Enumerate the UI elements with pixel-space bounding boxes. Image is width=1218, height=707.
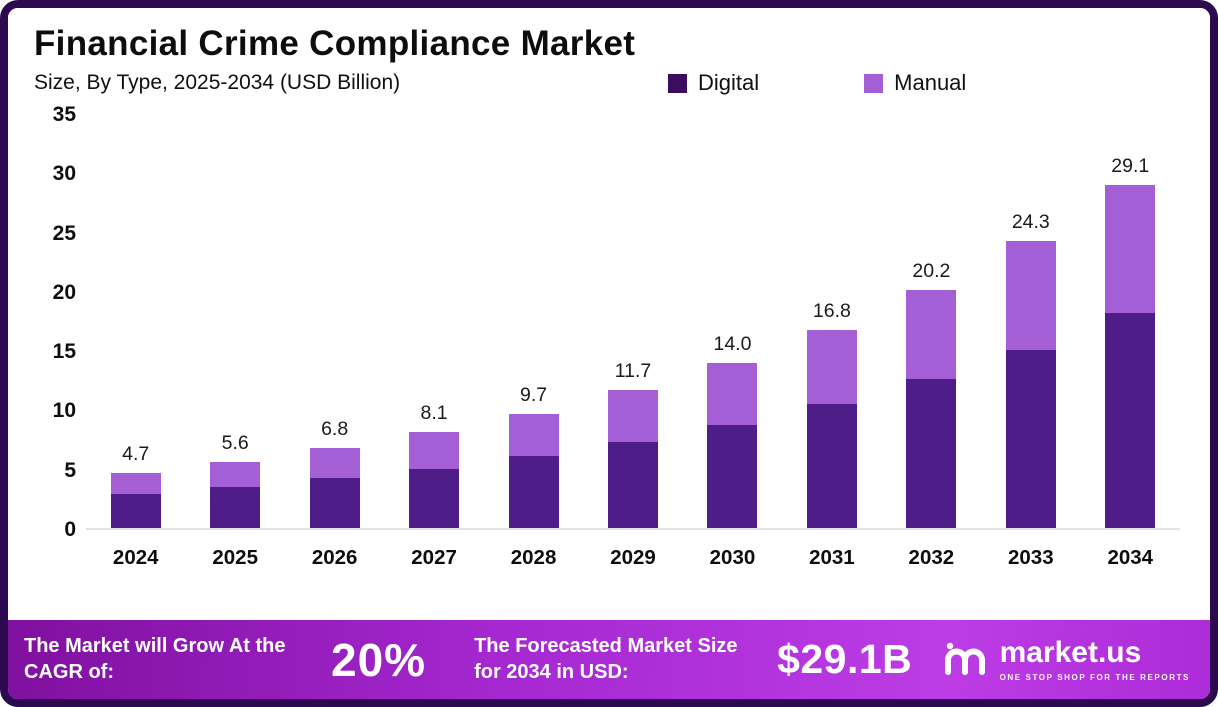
bar-total-label-2027: 8.1 [420,402,448,425]
bar-segment-digital-2033 [1005,349,1056,528]
bar-segment-manual-2030 [707,362,758,426]
y-tick-25: 25 [52,221,76,245]
bar-total-label-2025: 5.6 [221,431,249,454]
bar-column-2029: 11.7 [583,115,682,528]
chart-section: Financial Crime Compliance Market Size, … [8,8,1210,620]
x-axis-label-2028: 2028 [510,546,557,569]
brand-tagline: ONE STOP SHOP FOR THE REPORTS [999,672,1190,682]
bar-segment-manual-2028 [508,413,559,457]
bar-column-2031: 16.8 [782,115,881,528]
bar-column-2030: 14.0 [683,115,782,528]
bar-total-label-2026: 6.8 [321,417,349,440]
y-tick-30: 30 [52,162,76,186]
bar-total-label-2029: 11.7 [614,359,652,382]
brand-text: market.us ONE STOP SHOP FOR THE REPORTS [999,635,1190,682]
x-axis-label-2029: 2029 [610,546,656,569]
bar-column-2032: 20.2 [882,115,981,528]
bar-column-2028: 9.7 [484,115,583,528]
bar-segment-manual-2026 [309,447,360,479]
bar-segment-digital-2026 [309,478,360,528]
x-axis-label-2025: 2025 [212,546,258,569]
bar-segment-manual-2032 [906,289,957,380]
legend: Digital Manual [668,70,966,96]
cagr-value: 20% [331,633,427,686]
bar-segment-digital-2027 [409,469,460,528]
bar-segment-manual-2033 [1005,241,1056,350]
bar-total-label-2024: 4.7 [122,442,150,465]
bar-total-label-2031: 16.8 [812,299,851,322]
y-tick-0: 0 [64,518,76,541]
market-us-logo-icon [942,634,988,685]
bar-total-label-2028: 9.7 [519,383,548,406]
x-axis-label-2032: 2032 [908,546,955,569]
x-axis-label-2024: 2024 [112,546,159,569]
bar-column-2027: 8.1 [384,115,483,528]
bar-segment-digital-2029 [607,441,658,528]
y-tick-5: 5 [64,458,76,482]
page-subtitle: Size, By Type, 2025-2034 (USD Billion) [34,71,401,94]
bar-column-2033: 24.3 [981,115,1080,528]
bar-total-label-2032: 20.2 [912,259,951,282]
bar-segment-manual-2027 [409,432,460,469]
bar-total-label-2030: 14.0 [713,332,752,355]
bar-segment-digital-2034 [1105,313,1156,528]
bar-segment-digital-2031 [806,404,857,528]
y-tick-10: 10 [52,399,76,423]
bar-segment-digital-2032 [906,379,957,528]
y-tick-20: 20 [52,280,76,304]
page-title: Financial Crime Compliance Market [34,24,636,63]
bar-segment-manual-2034 [1105,184,1156,314]
bar-column-2026: 6.8 [285,115,384,528]
x-axis-label-2034: 2034 [1107,546,1154,569]
bar-column-2034: 29.1 [1081,115,1180,528]
y-tick-15: 15 [52,340,76,364]
bar-segment-digital-2030 [707,425,758,528]
bar-total-label-2034: 29.1 [1111,154,1150,177]
brand-block: market.us ONE STOP SHOP FOR THE REPORTS [942,634,1190,685]
bar-column-2024: 4.7 [86,115,185,528]
y-axis: 0 5 10 15 20 25 30 35 [34,103,86,541]
y-tick-35: 35 [52,103,76,126]
forecast-label: The Forecasted Market Size for 2034 in U… [474,634,738,683]
x-axis-label-2031: 2031 [809,546,855,569]
cagr-label: The Market will Grow At the CAGR of: [24,634,286,683]
legend-swatch-digital [668,73,687,93]
bar-column-2025: 5.6 [185,115,284,528]
x-axis-label-2033: 2033 [1008,546,1054,569]
bar-segment-manual-2025 [210,461,261,487]
bar-total-label-2033: 24.3 [1011,211,1050,234]
legend-swatch-manual [864,73,884,93]
brand-name: market.us [999,635,1142,669]
x-axis-label-2027: 2027 [411,546,457,569]
legend-label-digital: Digital [698,70,760,95]
x-axis: 2024 2025 2026 2027 2028 2029 2030 2031 2032 2033… [86,546,1180,580]
footer-banner: The Market will Grow At the CAGR of: 20%… [8,620,1210,699]
x-axis-label-2030: 2030 [709,546,756,569]
bar-segment-manual-2031 [806,329,857,405]
plot-area: 4.7 5.6 6.8 8.1 9.7 11.7 14.0 16.8 20.2 24.3 29.1 [86,115,1180,530]
bar-segment-manual-2029 [607,389,658,442]
bar-segment-manual-2024 [110,472,161,494]
legend-item-digital: Digital [668,70,759,96]
legend-item-manual: Manual [864,70,966,96]
legend-label-manual: Manual [894,70,967,95]
forecast-value: $29.1B [777,636,913,682]
x-axis-label-2026: 2026 [311,546,358,569]
bar-segment-digital-2025 [210,486,261,528]
bar-segment-digital-2028 [508,456,559,528]
stacked-bar-chart: 0 5 10 15 20 25 30 35 4.7 5.6 6.8 8.1 9.7 11.7 14.0 16… [34,103,1180,541]
bar-segment-digital-2024 [110,493,161,528]
